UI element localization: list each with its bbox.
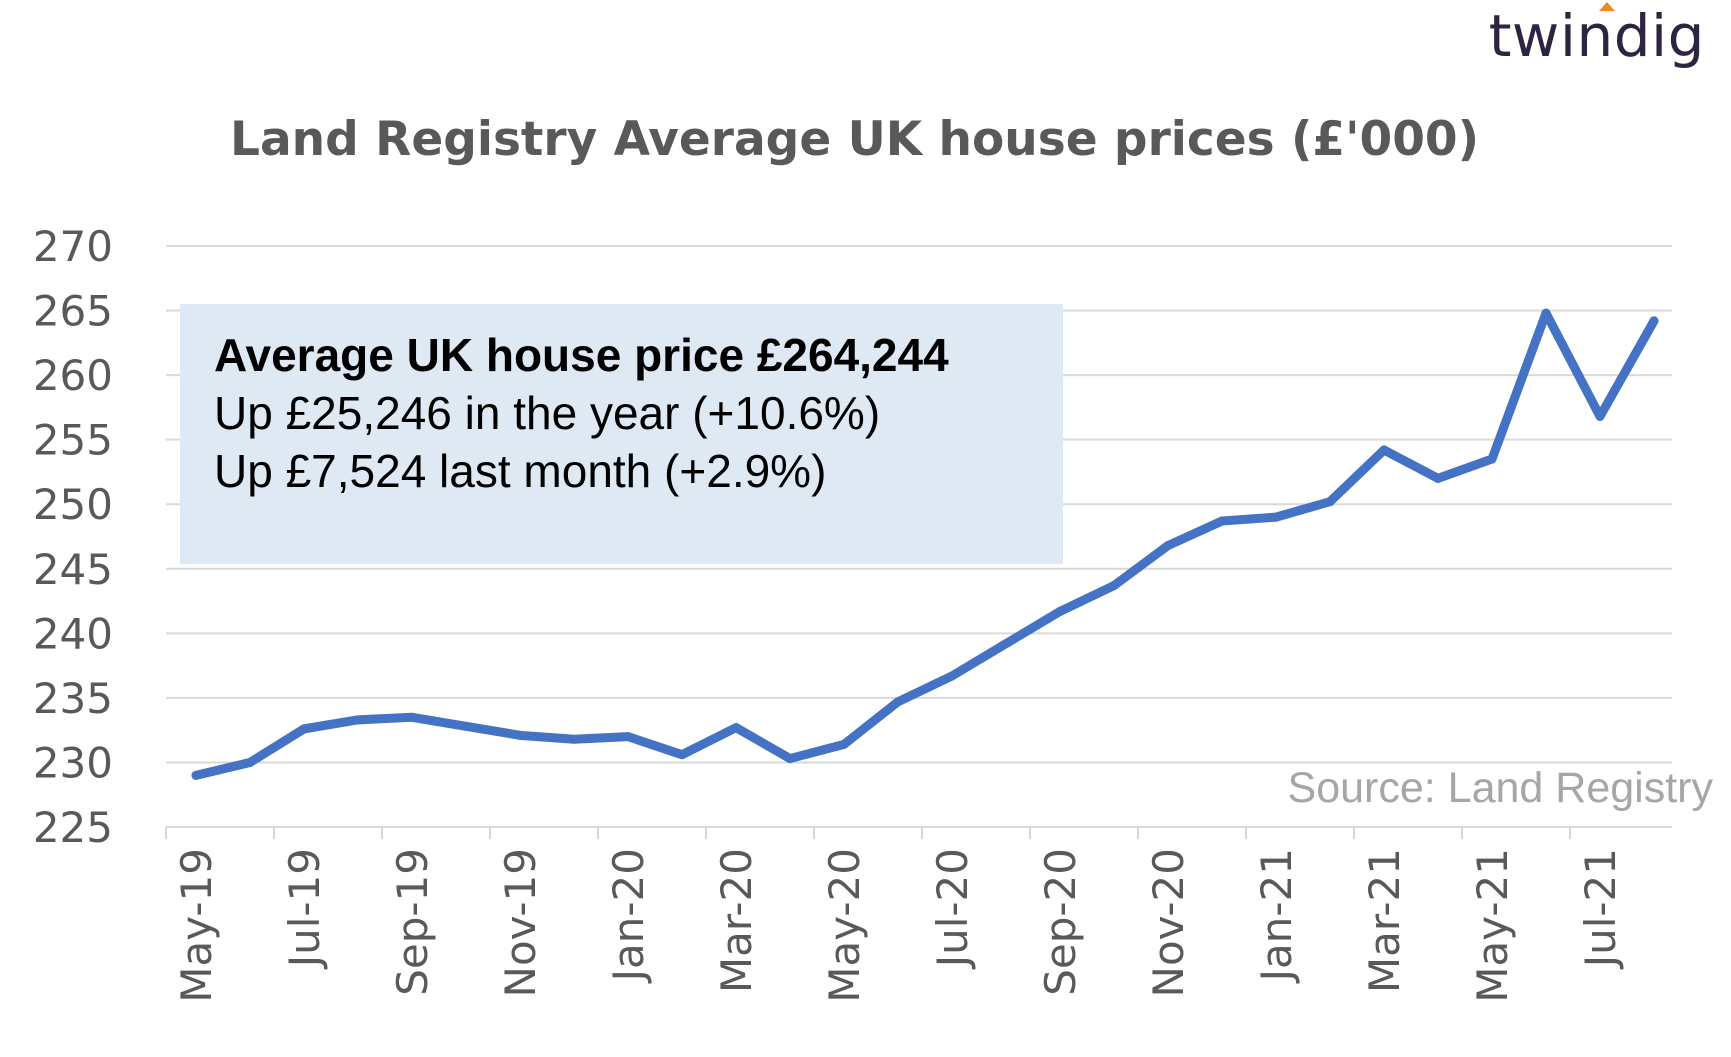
data-point	[407, 712, 417, 722]
data-point	[623, 732, 633, 742]
y-tick-label: 235	[33, 674, 113, 723]
x-axis-tick-labels: May-19 Jul-19 Sep-19 Nov-19 Jan-20 Mar-20 May-…	[172, 848, 1625, 1003]
y-tick-label: 225	[33, 803, 113, 852]
data-point	[299, 724, 309, 734]
chart-title: Land Registry Average UK house prices (£…	[230, 112, 1480, 167]
x-tick-label: Mar-20	[712, 848, 761, 993]
x-tick-label: May-19	[172, 848, 221, 1003]
data-point	[731, 723, 741, 733]
data-point	[1163, 541, 1173, 551]
data-point	[947, 671, 957, 681]
x-tick-label: May-20	[820, 848, 869, 1003]
x-tick-label: Jan-21	[1252, 848, 1301, 984]
x-tick-label: Nov-20	[1144, 848, 1193, 997]
y-tick-label: 240	[33, 609, 113, 658]
x-tick-label: Jan-20	[604, 848, 653, 984]
data-point	[1055, 606, 1065, 616]
x-tick-label: Jul-20	[928, 848, 977, 970]
data-point	[245, 757, 255, 767]
data-point	[515, 730, 525, 740]
chart-title-wrap: Land Registry Average UK house prices (£…	[0, 112, 1731, 167]
data-point	[1433, 473, 1443, 483]
brand-accent-icon	[1599, 2, 1615, 11]
x-tick-label: Jul-21	[1576, 848, 1625, 970]
data-point	[1271, 512, 1281, 522]
data-point	[191, 770, 201, 780]
data-point	[1109, 581, 1119, 591]
y-tick-label: 230	[33, 738, 113, 787]
data-point	[677, 750, 687, 760]
series-layer	[191, 308, 1659, 780]
data-point	[1001, 639, 1011, 649]
callout-headline: Average UK house price £264,244	[214, 329, 949, 381]
data-point	[1325, 497, 1335, 507]
x-tick-label: Nov-19	[496, 848, 545, 997]
x-tick-label: Jul-19	[280, 848, 329, 970]
x-tick-label: Sep-20	[1036, 848, 1085, 996]
data-point	[461, 721, 471, 731]
brand-logo: twindig	[1489, 2, 1705, 70]
x-tick-label: Sep-19	[388, 848, 437, 996]
data-point	[1649, 316, 1659, 326]
y-axis-tick-labels: 225 230 235 240 245 250 255 260 265 270	[33, 222, 113, 852]
y-tick-label: 245	[33, 545, 113, 594]
source-note: Source: Land Registry	[1287, 764, 1713, 812]
y-tick-label: 250	[33, 480, 113, 529]
callout-month-change: Up £7,524 last month (+2.9%)	[214, 445, 827, 497]
data-point	[839, 739, 849, 749]
data-point	[785, 754, 795, 764]
x-tick-label: May-21	[1468, 848, 1517, 1003]
y-tick-label: 260	[33, 351, 113, 400]
data-point	[1217, 516, 1227, 526]
data-point	[1379, 445, 1389, 455]
brand-logo-text: twindig	[1488, 2, 1705, 70]
data-point	[569, 734, 579, 744]
x-tick-label: Mar-21	[1360, 848, 1409, 993]
data-point	[1541, 308, 1551, 318]
y-tick-label: 265	[33, 287, 113, 336]
data-point	[1595, 411, 1605, 421]
y-tick-label: 270	[33, 222, 113, 271]
y-tick-label: 255	[33, 416, 113, 465]
data-point	[893, 697, 903, 707]
data-point	[353, 715, 363, 725]
data-point	[1487, 454, 1497, 464]
summary-callout-box: Average UK house price £264,244 Up £25,2…	[180, 304, 1063, 564]
series-line	[191, 308, 1659, 780]
x-axis	[165, 826, 1672, 839]
callout-year-change: Up £25,246 in the year (+10.6%)	[214, 387, 881, 439]
